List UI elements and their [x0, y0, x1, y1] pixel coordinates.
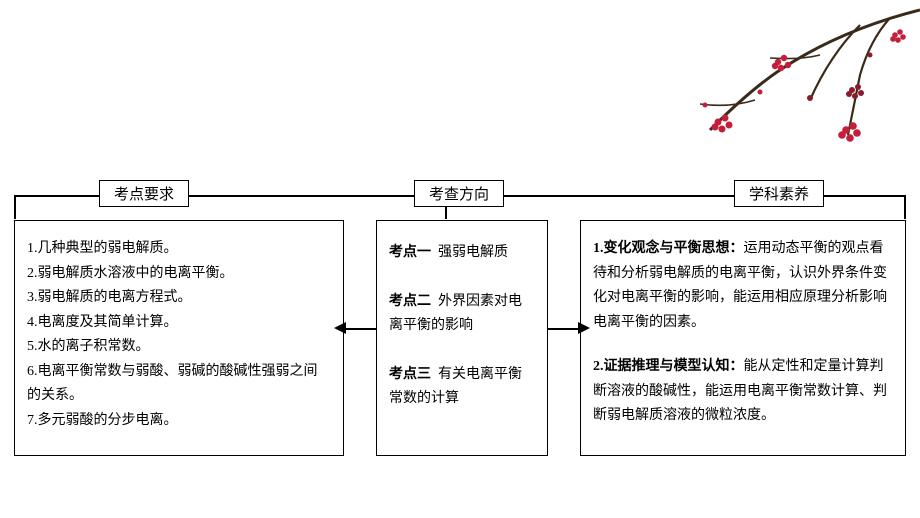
left-item: 6.电离平衡常数与弱酸、弱碱的酸碱性强弱之间的关系。 [27, 360, 331, 409]
header-mid-text: 考查方向 [429, 187, 489, 203]
mid-point-text: 强弱电解质 [438, 245, 508, 260]
mid-point: 考点一 强弱电解质 [389, 241, 535, 266]
top-connector-drop-left [14, 195, 16, 219]
box-left: 1.几种典型的弱电解质。 2.弱电解质水溶液中的电离平衡。 3.弱电解质的电离方… [14, 220, 344, 456]
box-mid: 考点一 强弱电解质 考点二 外界因素对电离平衡的影响 考点三 有关电离平衡常数的… [376, 220, 548, 456]
left-item: 2.弱电解质水溶液中的电离平衡。 [27, 262, 331, 287]
header-right: 学科素养 [734, 180, 824, 207]
left-item: 4.电离度及其简单计算。 [27, 311, 331, 336]
box-right: 1.变化观念与平衡思想：运用动态平衡的观点看待和分析弱电解质的电离平衡，认识外界… [580, 220, 906, 456]
arrow-right-line [548, 328, 580, 330]
header-mid: 考查方向 [414, 180, 504, 207]
arrow-left-line [344, 328, 376, 330]
right-para-bold: 1.变化观念与平衡思想： [593, 241, 744, 256]
mid-point: 考点二 外界因素对电离平衡的影响 [389, 290, 535, 339]
left-item: 3.弱电解质的电离方程式。 [27, 286, 331, 311]
header-right-text: 学科素养 [749, 187, 809, 203]
left-item: 1.几种典型的弱电解质。 [27, 237, 331, 262]
right-para-bold: 2.证据推理与模型认知： [593, 359, 744, 374]
plum-blossom-decoration [660, 0, 920, 150]
left-item: 5.水的离子积常数。 [27, 335, 331, 360]
mid-point: 考点三 有关电离平衡常数的计算 [389, 363, 535, 412]
mid-point-label: 考点三 [389, 367, 431, 382]
header-left: 考点要求 [99, 180, 189, 207]
top-connector-drop-right [904, 195, 906, 219]
mid-point-label: 考点一 [389, 245, 431, 260]
right-para: 2.证据推理与模型认知：能从定性和定量计算判断溶液的酸碱性，能运用电离平衡常数计… [593, 355, 893, 429]
right-para: 1.变化观念与平衡思想：运用动态平衡的观点看待和分析弱电解质的电离平衡，认识外界… [593, 237, 893, 335]
mid-point-label: 考点二 [389, 294, 431, 309]
left-item: 7.多元弱酸的分步电离。 [27, 409, 331, 434]
arrow-right-head-icon [578, 322, 590, 334]
arrow-left-head-icon [334, 322, 346, 334]
header-left-text: 考点要求 [114, 187, 174, 203]
